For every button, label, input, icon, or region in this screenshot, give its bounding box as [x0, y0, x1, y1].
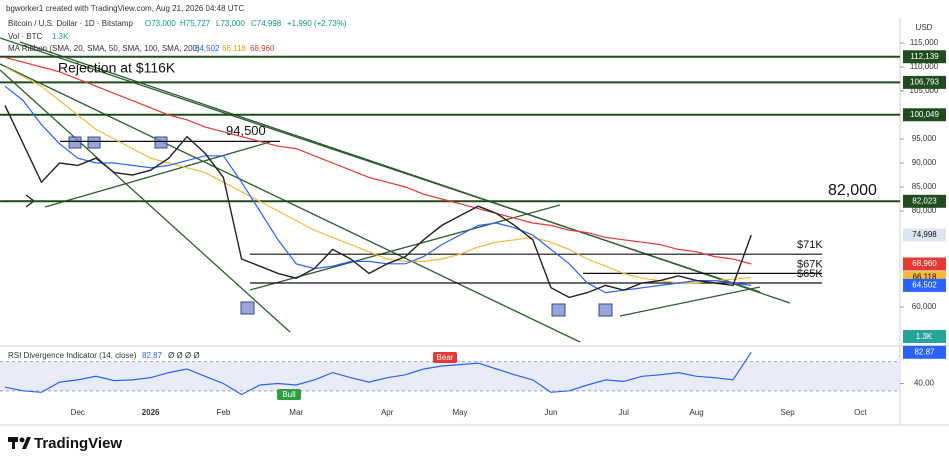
ohlc: O73,000 — [145, 19, 176, 28]
x-tick-label: Dec — [71, 408, 85, 417]
series-line — [4, 56, 752, 265]
signal-label: Bear — [437, 353, 454, 362]
volume-legend: Vol · BTC — [8, 32, 42, 41]
ma-value: 68,960 — [250, 44, 275, 53]
volume-tag-label: 1.3K — [916, 332, 933, 341]
author: bgworker1 created with TradingView.com, … — [6, 4, 244, 13]
level-label: $71K — [797, 239, 823, 251]
price-tag — [903, 75, 946, 89]
box — [87, 136, 101, 149]
ohlc-change: +1,990 (+2.73%) — [287, 19, 347, 28]
rsi-title: RSI Divergence Indicator (14, close) — [8, 351, 137, 360]
x-tick-label: Jul — [619, 408, 629, 417]
x-tick-label: Feb — [217, 408, 231, 417]
x-tick-label: Sep — [780, 408, 795, 417]
annotation: 82,000 — [828, 182, 877, 199]
level-label: 94,500 — [226, 123, 266, 138]
logo-mark — [22, 437, 31, 449]
y-tick-label: 80,000 — [912, 206, 937, 215]
price-tag — [903, 194, 946, 208]
rsi-markers: Ø Ø Ø Ø — [168, 351, 200, 360]
box — [598, 303, 613, 317]
series-line — [4, 85, 752, 294]
ohlc: C74,998 — [251, 19, 282, 28]
currency: USD — [916, 23, 933, 32]
price-tag-label: 100,049 — [910, 110, 939, 119]
y-tick-label: 40.00 — [914, 379, 935, 388]
series-line — [4, 66, 752, 284]
price-tag — [903, 257, 946, 271]
price-tag-label: 68,960 — [912, 259, 937, 268]
y-tick-label: 105,000 — [910, 86, 939, 95]
rsi-value: 82.87 — [142, 351, 163, 360]
trendline — [0, 63, 581, 343]
box — [551, 303, 566, 317]
price-tag-label: 82.87 — [914, 347, 935, 356]
trendline — [44, 141, 271, 208]
ma-value: 66,118 — [222, 44, 246, 53]
series-line — [4, 351, 752, 396]
level-label: $65K — [797, 268, 823, 280]
signal-tag — [277, 389, 301, 400]
price-tag — [903, 345, 946, 359]
boxes — [68, 136, 613, 317]
logo-mark — [19, 437, 25, 443]
logo-mark — [12, 437, 15, 449]
brand: TradingView — [8, 435, 122, 452]
level-label: $67K — [797, 258, 823, 270]
price-tag-label: 66,118 — [913, 273, 937, 282]
box — [68, 136, 82, 149]
symbol: Bitcoin / U.S. Dollar · 1D · Bitstamp — [8, 19, 133, 28]
y-tick-label: 110,000 — [910, 62, 939, 71]
y-tick-label: 85,000 — [912, 182, 937, 191]
volume-value: 1.3K — [52, 32, 69, 41]
rsi-band — [0, 361, 900, 391]
series-line — [4, 105, 752, 299]
price-tag-label: 74,998 — [912, 230, 937, 239]
price-tag — [903, 278, 946, 292]
x-tick-label: Mar — [289, 408, 303, 417]
x-tick-label: Jun — [545, 408, 558, 417]
ohlc: L73,000 — [216, 19, 245, 28]
price-tag-label: 64,502 — [912, 280, 937, 289]
trendline — [619, 286, 761, 317]
trendline — [19, 41, 791, 304]
ma-value: 64,502 — [195, 44, 220, 53]
annotation: Rejection at $116K — [58, 60, 176, 76]
price-tag-label: 112,139 — [910, 52, 939, 61]
volume-tag — [903, 330, 946, 343]
price-tag — [903, 228, 946, 242]
signal-tag — [433, 352, 457, 363]
price-tag — [903, 108, 946, 122]
x-tick-label: Oct — [854, 408, 867, 417]
x-tick-label: Apr — [381, 408, 394, 417]
x-tick-label: May — [452, 408, 467, 417]
ma-legend: MA Ribbon (SMA, 20, SMA, 50, SMA, 100, S… — [8, 44, 200, 53]
y-tick-label: 115,000 — [910, 38, 939, 47]
x-tick-label: 2026 — [142, 408, 160, 417]
box — [154, 136, 168, 149]
price-tag-label: 106,793 — [910, 78, 939, 87]
price-tag — [903, 50, 946, 64]
brand-text: TradingView — [34, 435, 122, 452]
ohlc: H75,727 — [180, 19, 211, 28]
signal-label: Bull — [282, 390, 296, 399]
y-tick-label: 90,000 — [912, 158, 937, 167]
box — [240, 301, 255, 315]
x-tick-label: Aug — [689, 408, 703, 417]
y-tick-label: 95,000 — [912, 134, 937, 143]
y-tick-label: 60,000 — [912, 302, 937, 311]
price-tag-label: 82,023 — [912, 196, 937, 205]
